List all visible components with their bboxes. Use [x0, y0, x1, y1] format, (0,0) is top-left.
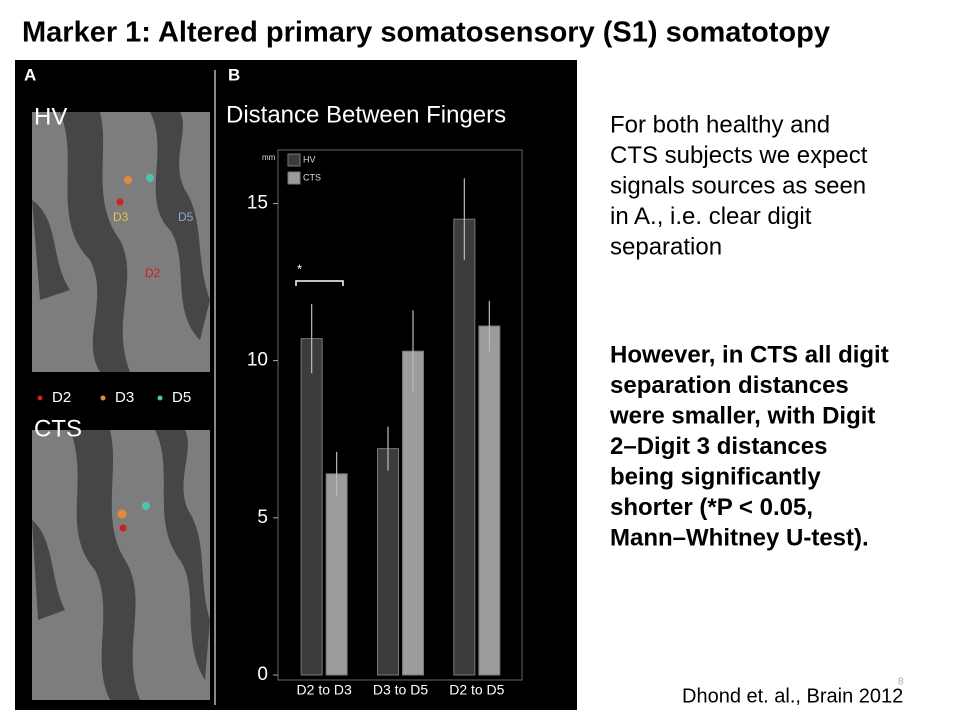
panel-label: B	[228, 65, 240, 84]
bar	[325, 473, 348, 676]
legend-swatch	[287, 171, 301, 185]
chart-title: Distance Between Fingers	[226, 101, 506, 128]
legend-label: CTS	[303, 172, 321, 182]
significance-mark: *	[297, 261, 302, 276]
cts-brain-image	[32, 430, 210, 700]
x-tick-label: D2 to D5	[449, 682, 504, 698]
bar	[453, 218, 476, 676]
y-unit: mm	[262, 153, 276, 162]
paragraph-line: shorter (*P < 0.05,	[610, 494, 813, 521]
legend-dot	[37, 395, 43, 401]
x-tick-label: D2 to D3	[297, 682, 352, 698]
bar	[300, 338, 323, 676]
point-label: D5	[178, 210, 194, 224]
point-label: D2	[145, 266, 161, 280]
y-tick-label: 10	[247, 350, 268, 371]
point-label: D3	[113, 210, 129, 224]
legend-dot	[100, 395, 106, 401]
citation: Dhond et. al., Brain 2012	[682, 685, 903, 707]
y-tick-label: 15	[247, 192, 268, 213]
paragraph: For both healthy and CTS subjects we expe…	[610, 111, 868, 260]
legend-label: D3	[115, 389, 134, 406]
group-label: HV	[34, 103, 67, 130]
paragraph-line: were smaller, with Digit	[609, 402, 875, 429]
slide-number: 8	[898, 677, 904, 688]
paragraph-line: separation distances	[610, 372, 849, 399]
bar	[478, 325, 501, 676]
legend-dot	[157, 395, 163, 401]
legend-swatch	[287, 153, 301, 167]
paragraph-line: being significantly	[610, 463, 821, 490]
paragraph-line: Mann–Whitney U-test).	[610, 524, 869, 551]
y-tick-label: 0	[257, 664, 268, 685]
legend-label: HV	[303, 154, 316, 164]
paragraph: However, in CTS all digit separation dist…	[609, 341, 889, 551]
paragraph-line: in A., i.e. clear digit	[610, 203, 812, 230]
slide-title: Marker 1: Altered primary somatosensory …	[22, 17, 830, 49]
paragraph-line: 2–Digit 3 distances	[610, 433, 827, 460]
paragraph-line: separation	[610, 233, 722, 260]
y-tick-label: 5	[257, 507, 268, 528]
paragraph-line: signals sources as seen	[610, 172, 866, 199]
bar	[377, 448, 399, 676]
x-tick-label: D3 to D5	[373, 682, 428, 698]
group-label: CTS	[34, 415, 82, 442]
hv-brain-image	[32, 112, 210, 372]
bar	[402, 350, 424, 676]
legend-label: D5	[172, 389, 191, 406]
paragraph-line: For both healthy and	[610, 111, 830, 138]
significance-bracket	[295, 280, 344, 286]
panel-label: A	[24, 65, 36, 84]
legend-label: D2	[52, 389, 71, 406]
paragraph-line: However, in CTS all digit	[610, 341, 889, 368]
paragraph-line: CTS subjects we expect	[610, 142, 868, 169]
plot-frame	[277, 149, 523, 681]
